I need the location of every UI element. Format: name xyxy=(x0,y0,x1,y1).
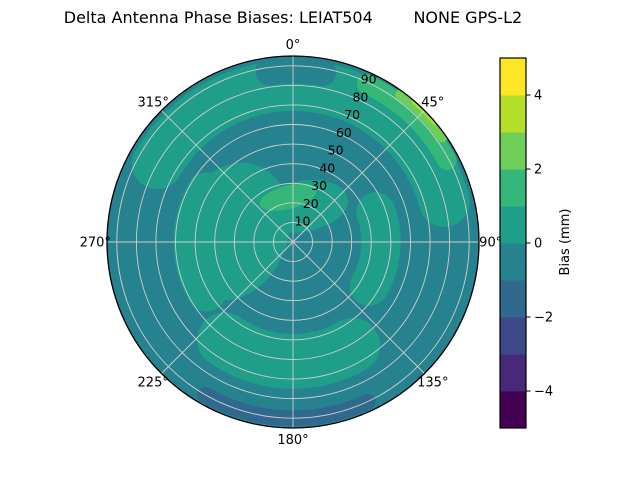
colorbar-axis-label: Bias (mm) xyxy=(558,209,573,276)
radial-tick-label: 40 xyxy=(319,160,335,175)
azimuth-tick-label: 90° xyxy=(479,236,502,251)
colorbar-band xyxy=(500,317,526,355)
contour-region xyxy=(349,192,401,306)
grid-spoke xyxy=(292,241,425,374)
polar-outline xyxy=(106,55,480,429)
azimuth-tick-label: 315° xyxy=(138,96,169,111)
colorbar-tick-label: 2 xyxy=(534,163,542,178)
radial-tick-label: 90 xyxy=(361,72,377,87)
colorbar-band xyxy=(500,169,526,207)
colorbar-tick-label: 4 xyxy=(534,89,542,104)
grid-spoke xyxy=(161,241,294,374)
grid-spoke xyxy=(292,110,425,243)
contour-region xyxy=(356,74,457,170)
azimuth-tick-label: 45° xyxy=(421,96,444,111)
colorbar-band xyxy=(500,95,526,133)
contour-region xyxy=(255,56,337,86)
radial-tick-label: 80 xyxy=(352,89,368,104)
colorbar-band xyxy=(500,391,526,429)
contour-region xyxy=(395,89,448,143)
azimuth-tick-label: 135° xyxy=(417,375,448,390)
axis-labels: 0° 45° 90° 135° 180° 225° 270° 315° 10 20 30 40 50 60… xyxy=(80,38,503,448)
azimuth-tick-label: 225° xyxy=(138,375,169,390)
azimuth-tick-label: 180° xyxy=(277,433,308,448)
radial-tick-label: 70 xyxy=(344,107,360,122)
chart-title: Delta Antenna Phase Biases: LEIAT504 NON… xyxy=(64,8,522,27)
colorbar-band xyxy=(500,280,526,318)
contour-region xyxy=(197,312,381,389)
colorbar-tick-label: 0 xyxy=(534,237,542,252)
colorbar-band xyxy=(500,58,526,96)
colorbar-tick-label: −2 xyxy=(534,311,553,326)
radial-tick-label: 60 xyxy=(336,125,352,140)
colorbar-tick-label: −4 xyxy=(534,385,553,400)
azimuth-tick-label: 270° xyxy=(80,236,111,251)
radial-tick-label: 10 xyxy=(295,214,311,229)
colorbar-band xyxy=(500,354,526,392)
colorbar-band xyxy=(500,243,526,281)
polar-grid xyxy=(106,55,480,429)
colorbar: −4 −2 0 2 4 Bias (mm) xyxy=(499,57,573,429)
grid-spoke xyxy=(161,110,294,243)
azimuth-tick-label: 0° xyxy=(286,38,301,53)
colorbar-band xyxy=(500,206,526,244)
radial-tick-label: 30 xyxy=(311,178,327,193)
colorbar-band xyxy=(500,132,526,170)
radial-tick-label: 50 xyxy=(328,143,344,158)
radial-tick-label: 20 xyxy=(303,196,319,211)
